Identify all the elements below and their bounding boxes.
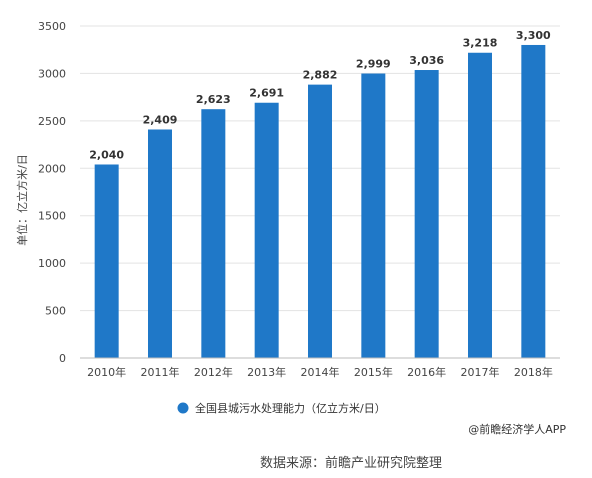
x-tick-label: 2012年 <box>194 365 233 379</box>
y-tick-label: 500 <box>45 305 66 318</box>
y-tick-label: 3000 <box>38 67 66 80</box>
bar <box>94 164 119 358</box>
x-tick-label: 2016年 <box>407 365 446 379</box>
legend-swatch <box>177 402 189 414</box>
x-tick-label: 2015年 <box>354 365 393 379</box>
x-axis-ticks: 2010年 2011年 2012年 2013年 2014年 2015年 2016年 2017年… <box>87 365 553 379</box>
data-label: 3,300 <box>516 29 551 42</box>
data-label: 2,409 <box>143 113 178 126</box>
legend-label: 全国县城污水处理能力（亿立方米/日） <box>195 401 386 415</box>
x-tick-label: 2018年 <box>514 365 553 379</box>
credit-text: @前瞻经济学人APP <box>468 422 566 436</box>
data-label: 2,040 <box>89 148 124 161</box>
bar <box>414 70 439 358</box>
y-tick-label: 1000 <box>38 257 66 270</box>
data-label: 3,218 <box>463 37 498 50</box>
data-label: 2,623 <box>196 93 231 106</box>
data-label: 2,691 <box>249 87 284 100</box>
bars <box>94 44 546 359</box>
y-tick-label: 0 <box>59 352 66 365</box>
y-tick-label: 1500 <box>38 210 66 223</box>
y-tick-label: 2000 <box>38 162 66 175</box>
bar <box>254 102 279 358</box>
data-label: 2,999 <box>356 58 391 71</box>
data-labels: 2,040 2,409 2,623 2,691 2,882 2,999 3,036 3,218… <box>89 29 551 162</box>
x-tick-label: 2014年 <box>301 365 340 379</box>
data-label: 2,882 <box>303 69 338 82</box>
x-tick-label: 2010年 <box>87 365 126 379</box>
bar <box>148 129 172 358</box>
x-tick-label: 2017年 <box>461 365 500 379</box>
bar <box>308 84 332 359</box>
y-axis-ticks: 0 500 1000 1500 2000 2500 3000 3500 <box>38 20 66 365</box>
y-tick-label: 2500 <box>38 115 66 128</box>
legend: 全国县城污水处理能力（亿立方米/日） <box>177 401 386 415</box>
bar <box>361 73 386 358</box>
x-tick-label: 2011年 <box>141 365 180 379</box>
bar <box>468 52 492 358</box>
y-tick-label: 3500 <box>38 20 66 33</box>
data-label: 3,036 <box>409 54 444 67</box>
bar <box>521 44 546 358</box>
y-axis-label: 单位：亿立方米/日 <box>15 154 29 246</box>
source-note: 数据来源：前瞻产业研究院整理 <box>260 455 442 471</box>
x-tick-label: 2013年 <box>247 365 286 379</box>
bar <box>201 109 226 358</box>
